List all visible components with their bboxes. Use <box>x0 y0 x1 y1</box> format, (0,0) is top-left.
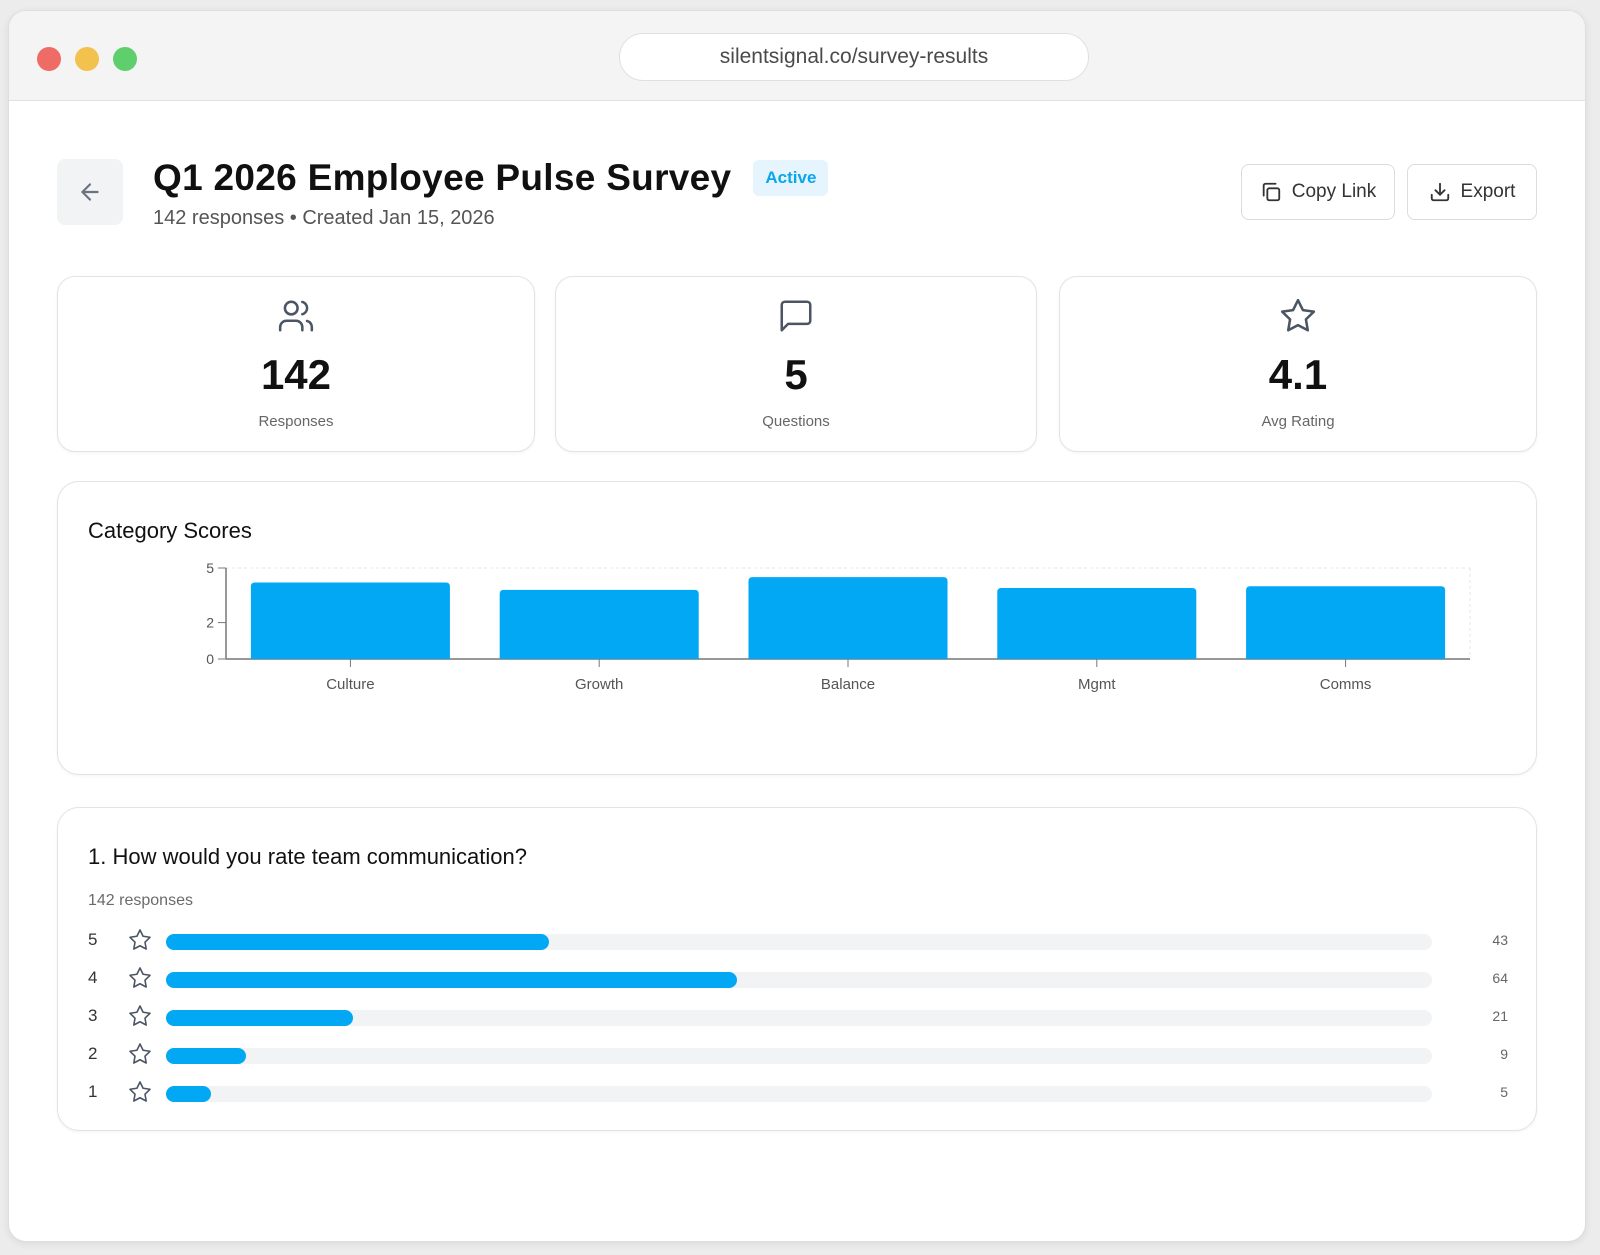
stat-label: Questions <box>762 413 830 430</box>
rating-count: 5 <box>1500 1084 1508 1100</box>
star-icon <box>128 928 152 957</box>
rating-bar-fill <box>166 972 737 988</box>
page-subtitle: 142 responses • Created Jan 15, 2026 <box>153 207 495 229</box>
stat-value: 4.1 <box>1268 351 1328 398</box>
export-button[interactable]: Export <box>1407 164 1537 220</box>
rating-value: 4 <box>88 968 98 987</box>
stat-card-avg-rating: 4.1 Avg Rating <box>1059 276 1537 452</box>
chart-y-tick-label: 2 <box>206 615 214 631</box>
status-badge: Active <box>753 160 829 196</box>
chart-bar <box>250 582 450 659</box>
rating-bar-track <box>166 934 1432 950</box>
rating-value: 2 <box>88 1044 98 1063</box>
stat-label: Avg Rating <box>1261 413 1335 430</box>
star-icon <box>128 1042 152 1071</box>
message-icon <box>780 300 812 332</box>
chart-y-tick-label: 5 <box>206 560 214 576</box>
rating-value: 5 <box>88 930 98 949</box>
stat-card-responses: 142 Responses <box>57 276 535 452</box>
rating-bar-track <box>166 1048 1432 1064</box>
rating-bar-track <box>166 972 1432 988</box>
page-title: Q1 2026 Employee Pulse Survey <box>153 157 732 198</box>
chart-title: Category Scores <box>88 518 252 543</box>
rating-count: 64 <box>1492 970 1508 986</box>
rating-bar-fill <box>166 934 550 950</box>
users-icon <box>278 300 314 332</box>
address-bar[interactable]: silentsignal.co/survey-results <box>619 33 1089 81</box>
chart-x-tick-label: Comms <box>1320 676 1372 693</box>
rating-value: 3 <box>88 1006 98 1025</box>
rating-bar-fill <box>166 1086 211 1102</box>
star-icon <box>128 966 152 995</box>
arrow-left-icon <box>81 183 99 201</box>
rating-row: 3 21 <box>88 1002 1508 1032</box>
star-icon <box>128 1004 152 1033</box>
browser-titlebar: silentsignal.co/survey-results <box>9 11 1585 101</box>
rating-bar-track <box>166 1010 1432 1026</box>
question-title: 1. How would you rate team communication… <box>88 844 527 869</box>
category-scores-panel: Category Scores 0 2 5 Culture Growth Balance M… <box>57 481 1537 775</box>
rating-row: 5 43 <box>88 926 1508 956</box>
chart-x-tick-label: Culture <box>326 676 374 693</box>
copy-icon <box>1262 182 1280 202</box>
rating-count: 21 <box>1492 1008 1508 1024</box>
export-label: Export <box>1460 181 1516 202</box>
chart-bar <box>499 589 699 659</box>
rating-row: 4 64 <box>88 964 1508 994</box>
chart-x-tick-label: Growth <box>575 676 623 693</box>
copy-link-label: Copy Link <box>1291 181 1377 202</box>
category-scores-chart: 0 2 5 Culture Growth Balance Mgmt Comms <box>206 560 1471 693</box>
rating-bar-fill <box>166 1048 247 1064</box>
download-icon <box>1430 182 1449 202</box>
chart-bar <box>997 588 1197 659</box>
question-panel: 1. How would you rate team communication… <box>57 807 1537 1131</box>
minimize-window-button[interactable] <box>75 47 99 71</box>
maximize-window-button[interactable] <box>113 47 137 71</box>
rating-value: 1 <box>88 1082 98 1101</box>
title-row: Q1 2026 Employee Pulse Survey Active <box>153 157 829 199</box>
stat-value: 142 <box>260 351 332 398</box>
chart-y-tick-label: 0 <box>206 651 214 667</box>
close-window-button[interactable] <box>37 47 61 71</box>
chart-bar <box>1246 586 1446 659</box>
rating-count: 43 <box>1492 932 1508 948</box>
browser-window: silentsignal.co/survey-results Q1 2026 E… <box>8 10 1586 1242</box>
rating-bar-track <box>166 1086 1432 1102</box>
question-response-count: 142 responses <box>88 892 193 909</box>
back-button[interactable] <box>57 159 123 225</box>
rating-count: 9 <box>1500 1046 1508 1062</box>
rating-bar-fill <box>166 1010 354 1026</box>
stat-value: 5 <box>784 351 808 398</box>
star-icon <box>128 1080 152 1109</box>
copy-link-button[interactable]: Copy Link <box>1241 164 1395 220</box>
chart-x-tick-label: Balance <box>821 676 875 693</box>
stat-card-questions: 5 Questions <box>555 276 1037 452</box>
star-icon <box>1280 298 1316 332</box>
chart-bar <box>748 577 948 659</box>
stat-label: Responses <box>258 413 334 430</box>
chart-x-tick-label: Mgmt <box>1078 676 1116 693</box>
